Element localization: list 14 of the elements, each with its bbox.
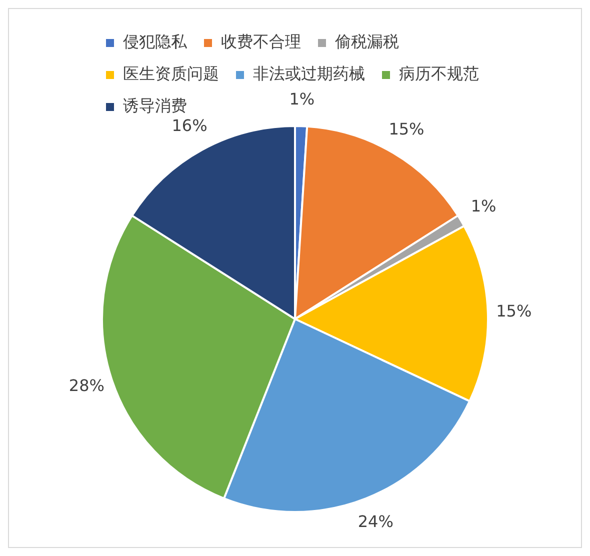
legend-label: 病历不规范 <box>399 64 479 84</box>
legend-label: 收费不合理 <box>221 32 301 52</box>
data-label: 16% <box>172 116 208 136</box>
data-label: 28% <box>68 376 104 395</box>
data-label: 15% <box>388 120 424 139</box>
data-label: 1% <box>470 196 496 216</box>
data-label: 24% <box>358 512 394 531</box>
data-label: 15% <box>496 301 532 320</box>
legend-label: 医生资质问题 <box>123 64 219 84</box>
data-label: 1% <box>289 89 315 108</box>
legend-label: 诱导消费 <box>123 96 187 116</box>
legend-label: 偷税漏税 <box>335 32 399 52</box>
legend-label: 非法或过期药械 <box>253 64 365 84</box>
legend-label: 侵犯隐私 <box>123 32 188 52</box>
